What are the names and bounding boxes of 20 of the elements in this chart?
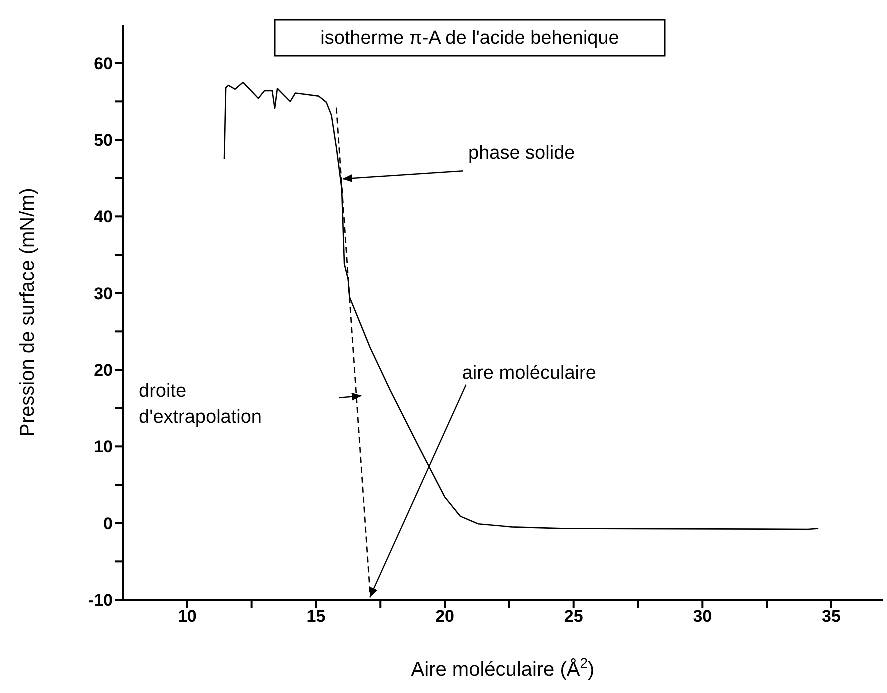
x-tick-label: 35 [822, 607, 841, 626]
y-tick-label: 40 [94, 208, 113, 227]
y-tick-label: 10 [94, 438, 113, 457]
chart-title: isotherme π-A de l'acide behenique [320, 28, 620, 49]
y-tick-label: -10 [88, 591, 113, 610]
annotation: aire moléculaire [462, 362, 596, 384]
y-axis-title: Pression de surface (mN/m) [17, 188, 39, 437]
y-tick-label: 30 [94, 284, 113, 304]
x-tick-label: 30 [693, 607, 712, 626]
y-tick-label: 0 [104, 514, 113, 534]
x-tick-label: 20 [436, 607, 454, 626]
x-tick-label: 25 [564, 607, 584, 626]
y-tick-label: 60 [94, 54, 113, 74]
annotation: phase solide [468, 143, 576, 164]
x-axis-title: Aire moléculaire (Å$^{2}$) [411, 655, 595, 681]
x-tick-label: 15 [306, 607, 326, 626]
y-tick-label: 20 [94, 361, 113, 380]
y-tick-label: 50 [94, 131, 113, 150]
annotation: droite d'extrapolation [139, 381, 262, 428]
x-tick-label: 10 [178, 607, 197, 626]
